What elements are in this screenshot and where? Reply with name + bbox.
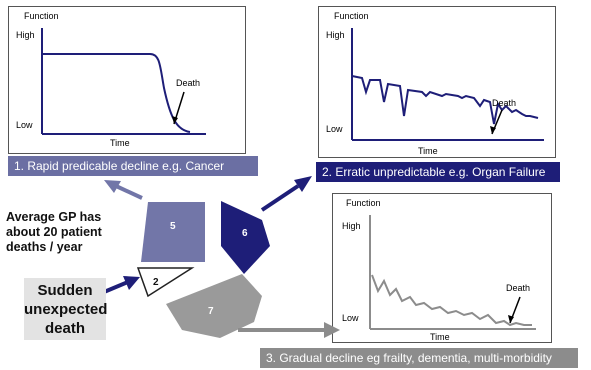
x-axis-label: Time [110,138,130,148]
pie-slice-6 [221,201,270,274]
trajectory-label-erratic: 2. Erratic unpredictable e.g. Organ Fail… [316,162,560,182]
arrow-to-rapid-head [104,180,121,193]
arrow-to-sudden [103,280,129,294]
low-label: Low [342,313,359,323]
x-axis-label: Time [430,332,450,342]
arrow-to-erratic [260,184,300,212]
x-axis-label: Time [418,146,438,156]
pie-slice-2 [136,267,195,298]
arrow-to-rapid [115,184,143,200]
high-label: High [342,221,361,231]
death-label: Death [506,283,530,293]
pie-label-6: 6 [242,228,248,239]
pie-slice-5 [141,202,205,262]
average-deaths-note: Average GP has about 20 patient deaths /… [6,210,102,254]
rapid-decline-graph: Function High Low Death Time [8,6,246,154]
trajectory-line [351,75,539,125]
erratic-decline-graph: Function High Low Death Time [318,6,556,158]
sudden-death-box: Sudden unexpected death [24,278,107,340]
death-arrow-head [508,315,514,323]
death-arrow-head [172,116,178,124]
trajectory-line [371,274,532,327]
arrow-to-sudden-head [123,276,140,290]
y-axis-label: Function [334,11,369,21]
death-label: Death [492,98,516,108]
low-label: Low [326,124,343,134]
pie-label-2: 2 [153,277,159,288]
low-label: Low [16,120,33,130]
gradual-decline-graph: Function High Low Death Time [332,193,552,343]
pie-slice-7 [166,274,262,338]
death-arrow-head [490,126,496,134]
trajectory-label-gradual: 3. Gradual decline eg frailty, dementia,… [260,348,578,368]
death-label: Death [176,78,200,88]
arrow-to-erratic-head [294,176,312,192]
y-axis-label: Function [346,198,381,208]
y-axis-label: Function [24,11,59,21]
high-label: High [326,30,345,40]
pie-label-5: 5 [170,221,176,232]
trajectory-label-rapid: 1. Rapid predicable decline e.g. Cancer [8,156,258,176]
high-label: High [16,30,35,40]
trajectory-line [42,53,191,133]
pie-label-7: 7 [208,306,214,317]
arrow-to-gradual-head [324,322,340,338]
